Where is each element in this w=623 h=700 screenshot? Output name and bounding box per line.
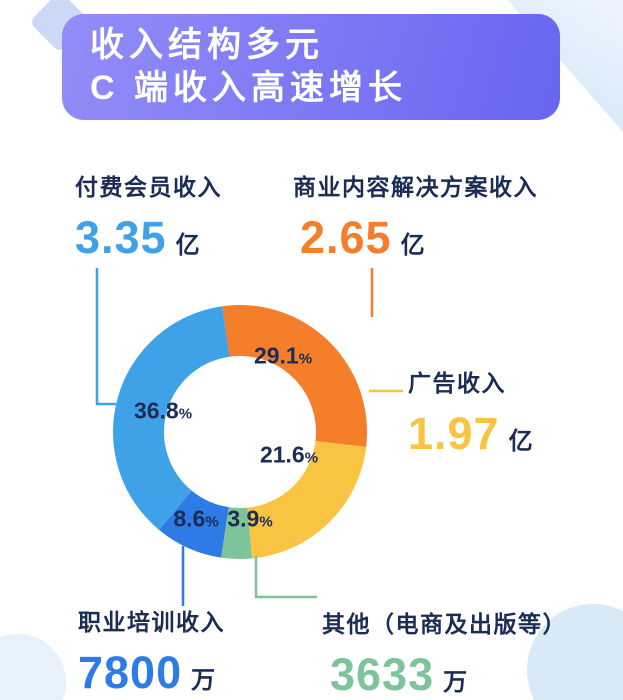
metric-ads: 广告收入 1.97 亿 (408, 364, 533, 460)
percent-label-vocational-training: 8.6% (173, 506, 218, 533)
metric-value: 1.97 亿 (408, 408, 533, 460)
metric-unit: 亿 (508, 428, 533, 455)
percent-sign: % (298, 350, 313, 368)
metric-unit: 万 (443, 669, 468, 696)
leader-lines (95, 268, 403, 606)
title-banner: 收入结构多元 C 端收入高速增长 (62, 14, 560, 120)
percent-number: 8.6 (173, 505, 206, 532)
percent-sign: % (259, 513, 273, 531)
metric-number: 2.65 (300, 212, 392, 263)
metric-number: 7800 (78, 647, 183, 698)
metric-commercial-content: 商业内容解决方案收入 2.65 亿 (293, 168, 538, 264)
percent-sign: % (178, 405, 193, 423)
metric-value: 3633 万 (330, 649, 567, 700)
metric-vocational-training: 职业培训收入 7800 万 (78, 603, 225, 699)
metric-value: 7800 万 (78, 647, 225, 699)
metric-number: 3633 (330, 649, 435, 700)
percent-number: 29.1 (253, 342, 299, 369)
percent-number: 36.8 (133, 397, 179, 424)
metric-label: 付费会员收入 (75, 174, 222, 200)
percent-label-paid-membership: 36.8% (134, 398, 192, 425)
metric-unit: 亿 (175, 232, 200, 259)
metric-label: 其他（电商及出版等） (322, 611, 567, 637)
percent-number: 21.6 (259, 441, 305, 468)
metric-value: 2.65 亿 (300, 212, 538, 264)
metric-unit: 亿 (400, 232, 425, 259)
donut-segment-1 (222, 305, 368, 447)
percent-label-others: 3.9% (227, 506, 272, 533)
percent-number: 3.9 (227, 505, 260, 532)
leader-line-paid-membership (95, 268, 116, 406)
donut-segment-3 (159, 490, 229, 558)
metric-label: 职业培训收入 (78, 609, 225, 635)
metric-number: 1.97 (408, 408, 500, 459)
percent-label-commercial-content: 29.1% (254, 343, 312, 370)
metric-label: 商业内容解决方案收入 (293, 174, 538, 200)
metric-label: 广告收入 (408, 370, 506, 396)
metric-unit: 万 (191, 667, 216, 694)
donut-chart (112, 305, 368, 560)
percent-sign: % (304, 449, 319, 467)
donut-segment-2 (247, 440, 367, 559)
metric-paid-membership: 付费会员收入 3.35 亿 (75, 168, 222, 264)
percent-label-ads: 21.6% (260, 442, 318, 469)
metric-others: 其他（电商及出版等） 3633 万 (322, 605, 567, 700)
banner-title-line2: C 端收入高速增长 (90, 69, 407, 107)
metric-number: 3.35 (75, 212, 167, 263)
donut-segment-0 (112, 306, 230, 530)
percent-sign: % (205, 513, 219, 531)
metric-value: 3.35 亿 (75, 212, 222, 264)
leader-line-others (254, 556, 317, 599)
donut-segment-4 (221, 507, 253, 560)
banner-title-line1: 收入结构多元 (90, 26, 324, 64)
